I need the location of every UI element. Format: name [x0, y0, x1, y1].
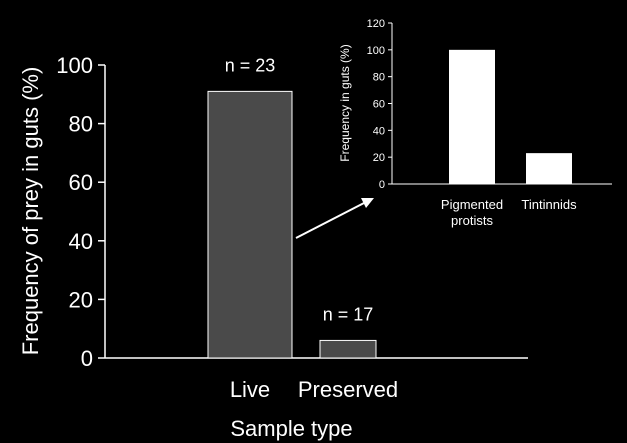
- inset-y-tick-label: 0: [379, 179, 385, 191]
- main-x-axis-title: Sample type: [230, 416, 352, 441]
- main-y-tick-label: 100: [56, 53, 93, 78]
- pointer-arrow-head: [361, 198, 374, 208]
- main-x-tick-label: Live: [230, 377, 270, 402]
- main-bar-annotation: n = 23: [225, 55, 276, 75]
- pointer-arrow-line: [295, 202, 365, 239]
- main-y-tick-label: 60: [69, 170, 93, 195]
- inset-y-tick-label: 120: [367, 18, 385, 30]
- inset-y-tick-label: 40: [373, 125, 385, 137]
- inset-x-tick-label: Tintinnids: [521, 197, 577, 212]
- main-y-tick-label: 80: [69, 112, 93, 137]
- inset-y-tick-label: 60: [373, 99, 385, 111]
- inset-x-tick-label: Pigmented: [441, 197, 503, 212]
- main-bar-live: [207, 90, 293, 359]
- inset-bar: [449, 49, 495, 185]
- inset-x-tick-label: protists: [451, 213, 493, 228]
- inset-y-tick-label: 100: [367, 45, 385, 57]
- main-bar-preserved: [319, 339, 377, 359]
- inset-y-axis-title: Frequency in guts (%): [338, 44, 352, 161]
- inset-bar: [526, 153, 572, 184]
- main-x-tick-label: Preserved: [298, 377, 398, 402]
- main-bar-annotation: n = 17: [323, 304, 374, 324]
- main-y-tick-label: 40: [69, 229, 93, 254]
- main-y-tick-label: 0: [81, 346, 93, 371]
- inset-y-tick-label: 80: [373, 72, 385, 84]
- main-y-tick-label: 20: [69, 287, 93, 312]
- main-y-axis-title: Frequency of prey in guts (%): [18, 67, 43, 356]
- inset-y-tick-label: 20: [373, 152, 385, 164]
